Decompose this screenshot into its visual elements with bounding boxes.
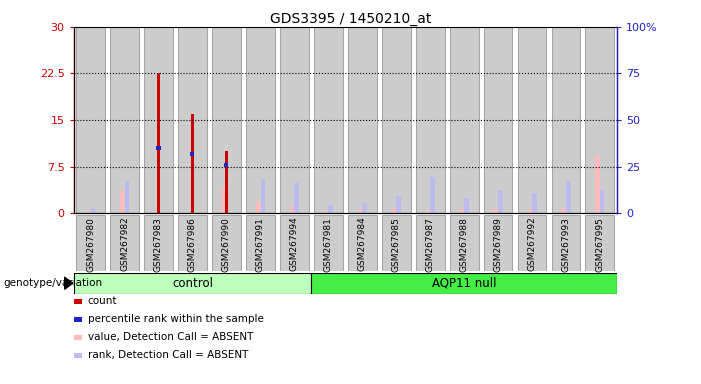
Bar bbox=[532, 193, 536, 213]
Text: GSM267994: GSM267994 bbox=[290, 217, 299, 271]
Text: GSM267989: GSM267989 bbox=[494, 217, 503, 271]
Text: rank, Detection Call = ABSENT: rank, Detection Call = ABSENT bbox=[88, 350, 248, 360]
Text: GSM267992: GSM267992 bbox=[527, 217, 536, 271]
Text: GSM267990: GSM267990 bbox=[222, 217, 231, 271]
FancyBboxPatch shape bbox=[348, 27, 376, 213]
FancyBboxPatch shape bbox=[382, 215, 411, 271]
Text: genotype/variation: genotype/variation bbox=[4, 278, 102, 288]
FancyBboxPatch shape bbox=[110, 215, 139, 271]
FancyBboxPatch shape bbox=[212, 215, 241, 271]
FancyBboxPatch shape bbox=[110, 27, 139, 213]
Text: GSM267987: GSM267987 bbox=[426, 217, 435, 271]
FancyBboxPatch shape bbox=[144, 27, 173, 213]
FancyBboxPatch shape bbox=[280, 27, 308, 213]
FancyBboxPatch shape bbox=[416, 27, 444, 213]
Bar bbox=[222, 188, 226, 213]
FancyBboxPatch shape bbox=[178, 27, 207, 213]
FancyBboxPatch shape bbox=[76, 215, 105, 271]
Text: GSM267981: GSM267981 bbox=[324, 217, 333, 271]
FancyBboxPatch shape bbox=[449, 27, 479, 213]
Bar bbox=[430, 177, 435, 213]
Bar bbox=[595, 156, 600, 213]
Bar bbox=[191, 152, 194, 156]
Bar bbox=[290, 206, 294, 213]
Bar bbox=[125, 181, 129, 213]
Bar bbox=[392, 209, 396, 213]
Bar bbox=[498, 190, 503, 213]
Bar bbox=[120, 190, 124, 213]
Bar bbox=[324, 211, 328, 213]
Text: GSM267982: GSM267982 bbox=[120, 217, 129, 271]
Bar bbox=[90, 208, 95, 213]
Bar bbox=[311, 273, 617, 294]
Bar bbox=[256, 201, 260, 213]
Text: GDS3395 / 1450210_at: GDS3395 / 1450210_at bbox=[270, 12, 431, 25]
Text: GSM267993: GSM267993 bbox=[562, 217, 571, 271]
FancyBboxPatch shape bbox=[178, 215, 207, 271]
FancyBboxPatch shape bbox=[382, 27, 411, 213]
Text: GSM267995: GSM267995 bbox=[595, 217, 604, 271]
Bar bbox=[329, 205, 333, 213]
Bar bbox=[562, 209, 566, 213]
FancyBboxPatch shape bbox=[552, 215, 580, 271]
Bar bbox=[494, 209, 498, 213]
Text: GSM267980: GSM267980 bbox=[86, 217, 95, 271]
Text: GSM267984: GSM267984 bbox=[358, 217, 367, 271]
Polygon shape bbox=[64, 277, 73, 289]
Bar bbox=[527, 210, 532, 213]
Bar bbox=[566, 181, 571, 213]
Text: GSM267988: GSM267988 bbox=[460, 217, 468, 271]
FancyBboxPatch shape bbox=[76, 27, 105, 213]
FancyBboxPatch shape bbox=[280, 215, 308, 271]
FancyBboxPatch shape bbox=[314, 215, 343, 271]
Text: GSM267991: GSM267991 bbox=[256, 217, 265, 271]
FancyBboxPatch shape bbox=[585, 27, 614, 213]
Text: value, Detection Call = ABSENT: value, Detection Call = ABSENT bbox=[88, 332, 253, 342]
Bar bbox=[396, 196, 401, 213]
Bar bbox=[224, 162, 229, 167]
FancyBboxPatch shape bbox=[484, 27, 512, 213]
Bar bbox=[157, 73, 161, 213]
FancyBboxPatch shape bbox=[348, 215, 376, 271]
FancyBboxPatch shape bbox=[212, 27, 241, 213]
Text: AQP11 null: AQP11 null bbox=[432, 277, 496, 290]
Text: GSM267983: GSM267983 bbox=[154, 217, 163, 271]
Bar bbox=[358, 209, 362, 213]
FancyBboxPatch shape bbox=[484, 215, 512, 271]
Bar bbox=[426, 211, 430, 213]
FancyBboxPatch shape bbox=[314, 27, 343, 213]
Text: control: control bbox=[172, 277, 213, 290]
Text: count: count bbox=[88, 296, 117, 306]
FancyBboxPatch shape bbox=[585, 215, 614, 271]
Bar bbox=[74, 273, 311, 294]
Bar bbox=[225, 151, 228, 213]
Text: percentile rank within the sample: percentile rank within the sample bbox=[88, 314, 264, 324]
Text: GSM267985: GSM267985 bbox=[392, 217, 401, 271]
FancyBboxPatch shape bbox=[246, 27, 275, 213]
Bar bbox=[600, 190, 604, 213]
FancyBboxPatch shape bbox=[449, 215, 479, 271]
FancyBboxPatch shape bbox=[517, 215, 546, 271]
FancyBboxPatch shape bbox=[517, 27, 546, 213]
Bar bbox=[86, 211, 90, 213]
FancyBboxPatch shape bbox=[144, 215, 173, 271]
Bar bbox=[261, 179, 265, 213]
Bar bbox=[156, 146, 161, 150]
Bar bbox=[294, 183, 299, 213]
Bar bbox=[459, 209, 464, 213]
FancyBboxPatch shape bbox=[246, 215, 275, 271]
Text: GSM267986: GSM267986 bbox=[188, 217, 197, 271]
Bar bbox=[362, 203, 367, 213]
Bar bbox=[191, 114, 194, 213]
FancyBboxPatch shape bbox=[552, 27, 580, 213]
Bar bbox=[464, 198, 469, 213]
FancyBboxPatch shape bbox=[416, 215, 444, 271]
